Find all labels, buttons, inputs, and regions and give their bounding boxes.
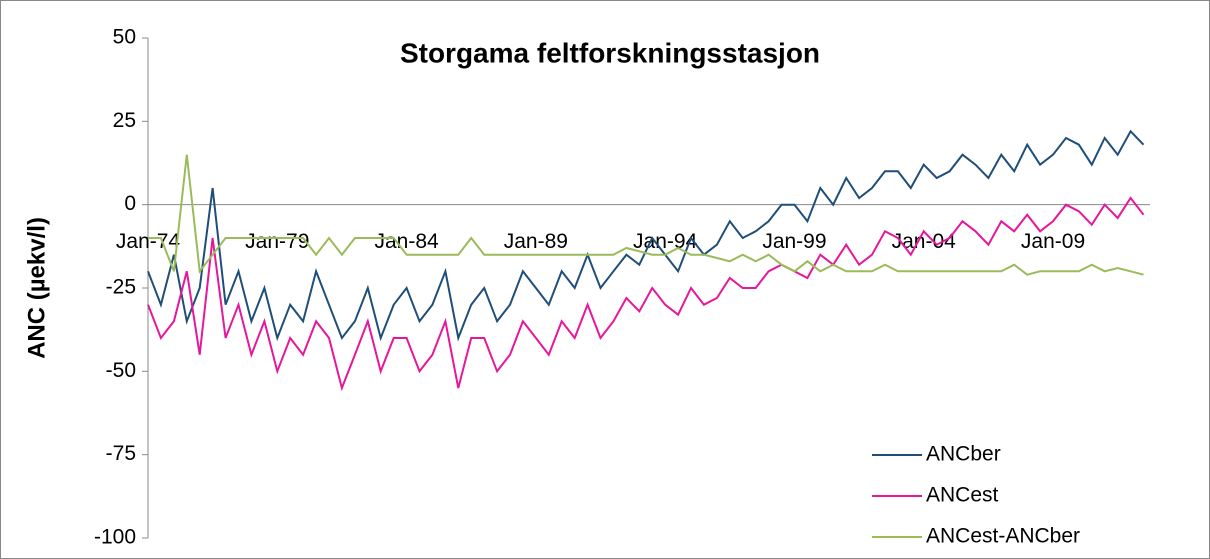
y-tick-label: 0 xyxy=(124,192,136,215)
y-tick-label: -25 xyxy=(106,276,136,299)
y-tick-label: -50 xyxy=(106,359,136,382)
x-tick-label: Jan-04 xyxy=(892,230,957,253)
y-tick-label: -100 xyxy=(94,526,136,549)
x-tick-label: Jan-79 xyxy=(245,230,309,253)
series-line xyxy=(148,154,1144,276)
x-tick-label: Jan-84 xyxy=(374,230,439,253)
series-line xyxy=(147,196,1145,392)
x-tick-label: Jan-89 xyxy=(504,230,568,253)
chart-title: Storgama feltforskningsstasjon xyxy=(400,37,820,68)
y-tick-label: 25 xyxy=(113,109,136,132)
x-tick-label: Jan-74 xyxy=(116,230,181,253)
series-line xyxy=(147,129,1145,342)
x-tick-label: Jan-09 xyxy=(1021,230,1085,253)
y-axis-title: ANC (µekv/l) xyxy=(23,217,50,359)
x-tick-label: Jan-94 xyxy=(633,230,698,253)
y-tick-label: -75 xyxy=(106,442,136,465)
legend-label: ANCber xyxy=(926,443,1001,466)
legend-label: ANCest xyxy=(926,484,999,507)
legend-label: ANCest-ANCber xyxy=(926,525,1080,548)
x-tick-label: Jan-99 xyxy=(762,230,826,253)
y-tick-label: 50 xyxy=(113,26,136,49)
